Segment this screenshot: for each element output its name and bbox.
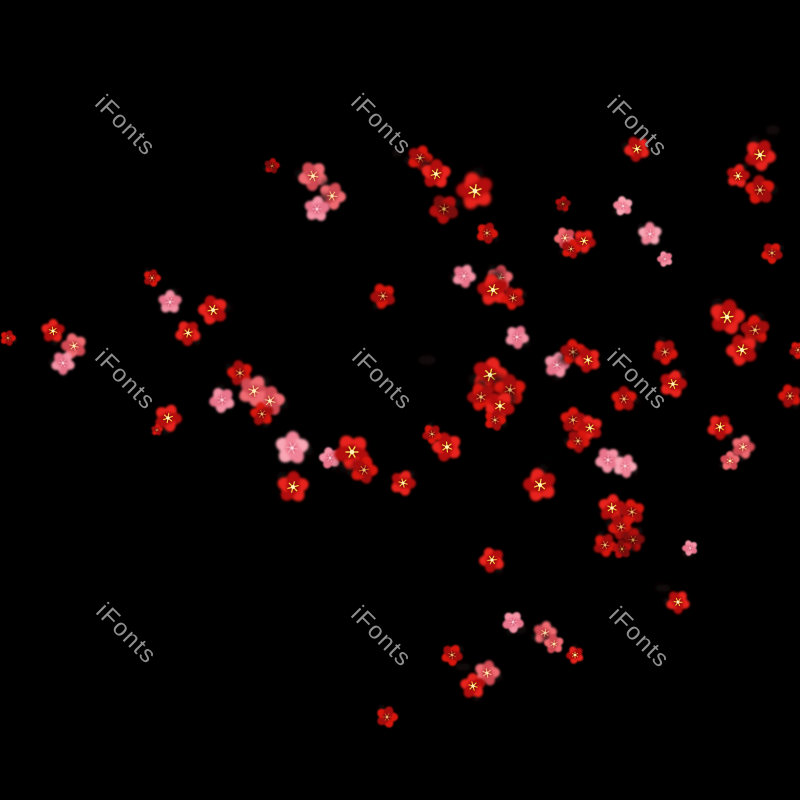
blossom-flower (472, 217, 504, 250)
blossom-flower (193, 290, 235, 331)
blossom-flower (616, 129, 656, 169)
shadow-smudge (455, 663, 471, 671)
blossom-flower (648, 334, 681, 369)
blossom-flower (501, 320, 535, 355)
blossom-flower (267, 422, 319, 473)
blossom-flower (375, 704, 398, 729)
blossom-flower (364, 278, 402, 315)
blossom-flower (552, 193, 575, 216)
blossom-flower (427, 192, 463, 226)
blossom-flower (610, 194, 636, 218)
blossom-flower (152, 284, 188, 320)
blossom-flower (204, 380, 241, 418)
shadow-smudge (655, 584, 671, 592)
blossom-flower (261, 156, 282, 175)
blossom-flower (142, 267, 161, 287)
blossom-flower (172, 316, 205, 351)
shadow-smudge (418, 355, 436, 365)
blossom-flower (760, 241, 785, 264)
shadow-smudge (392, 149, 402, 157)
blossom-flower (514, 458, 565, 510)
blossom-flower (562, 641, 588, 668)
blossom-flower (778, 383, 800, 410)
blossom-flower (654, 364, 694, 402)
blossom-flower (703, 409, 738, 446)
blossom-flower (446, 259, 481, 293)
blossom-flower (784, 337, 800, 364)
blossom-flower (478, 545, 507, 577)
blossom-flower (706, 294, 746, 338)
blossom-flower (272, 465, 313, 508)
blossom-flower (386, 466, 421, 499)
blossom-flower (605, 380, 644, 419)
shadow-smudge (766, 125, 780, 135)
flower-layer (0, 129, 800, 729)
blossom-flower (633, 217, 665, 251)
blossom-flower (653, 246, 677, 270)
blossom-flower (496, 606, 530, 639)
blossom-flower (0, 326, 20, 350)
